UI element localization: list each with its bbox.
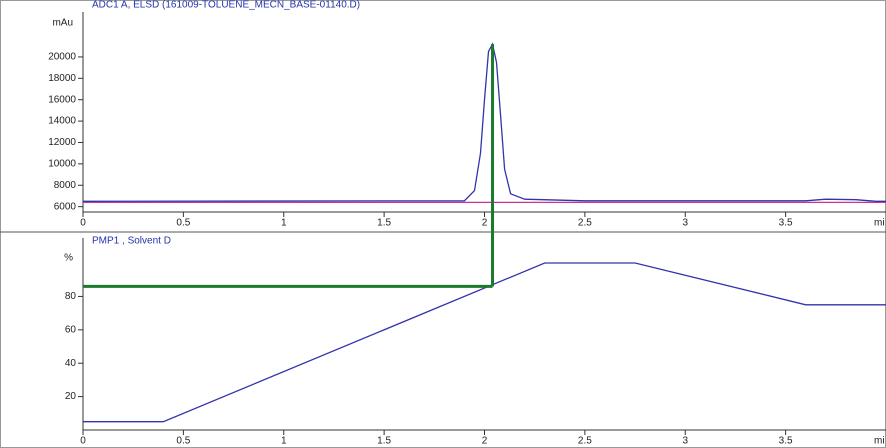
y-tick-label: 18000 xyxy=(48,73,76,84)
signal-line xyxy=(82,42,886,202)
x-axis-label: mi xyxy=(874,218,885,229)
y-tick-label: 40 xyxy=(65,358,77,369)
y-tick-label: 14000 xyxy=(48,116,76,127)
y-axis-label: mAu xyxy=(52,18,73,29)
x-tick-label: 1.5 xyxy=(377,218,391,229)
panel-title: PMP1 , Solvent D xyxy=(92,236,171,247)
x-tick-label: 2.5 xyxy=(578,436,592,447)
signal-line xyxy=(83,262,886,423)
y-tick-label: 6000 xyxy=(54,201,77,212)
x-tick-label: 0.5 xyxy=(176,436,190,447)
y-axis-label: % xyxy=(64,253,73,264)
y-tick-label: 10000 xyxy=(48,159,76,170)
x-tick-label: 0 xyxy=(80,436,86,447)
x-tick-label: 0 xyxy=(80,218,86,229)
x-tick-label: 3.5 xyxy=(779,436,793,447)
y-tick-label: 20 xyxy=(65,391,77,402)
x-tick-label: 1 xyxy=(281,436,287,447)
y-tick-label: 60 xyxy=(65,324,77,335)
x-tick-label: 3 xyxy=(682,436,688,447)
x-tick-label: 1 xyxy=(281,218,287,229)
x-tick-label: 2 xyxy=(482,218,488,229)
x-tick-label: 3.5 xyxy=(779,218,793,229)
panel-title: ADC1 A, ELSD (161009-TOLUENE_MECN_BASE-0… xyxy=(92,0,360,11)
x-axis-label: mi xyxy=(874,436,885,447)
x-tick-label: 0.5 xyxy=(176,218,190,229)
y-tick-label: 12000 xyxy=(48,137,76,148)
x-tick-label: 2.5 xyxy=(578,218,592,229)
y-tick-label: 8000 xyxy=(54,180,77,191)
y-tick-label: 16000 xyxy=(48,94,76,105)
x-tick-label: 1.5 xyxy=(377,436,391,447)
y-tick-label: 20000 xyxy=(48,52,76,63)
x-tick-label: 3 xyxy=(682,218,688,229)
y-tick-label: 80 xyxy=(65,291,77,302)
x-tick-label: 2 xyxy=(482,436,488,447)
